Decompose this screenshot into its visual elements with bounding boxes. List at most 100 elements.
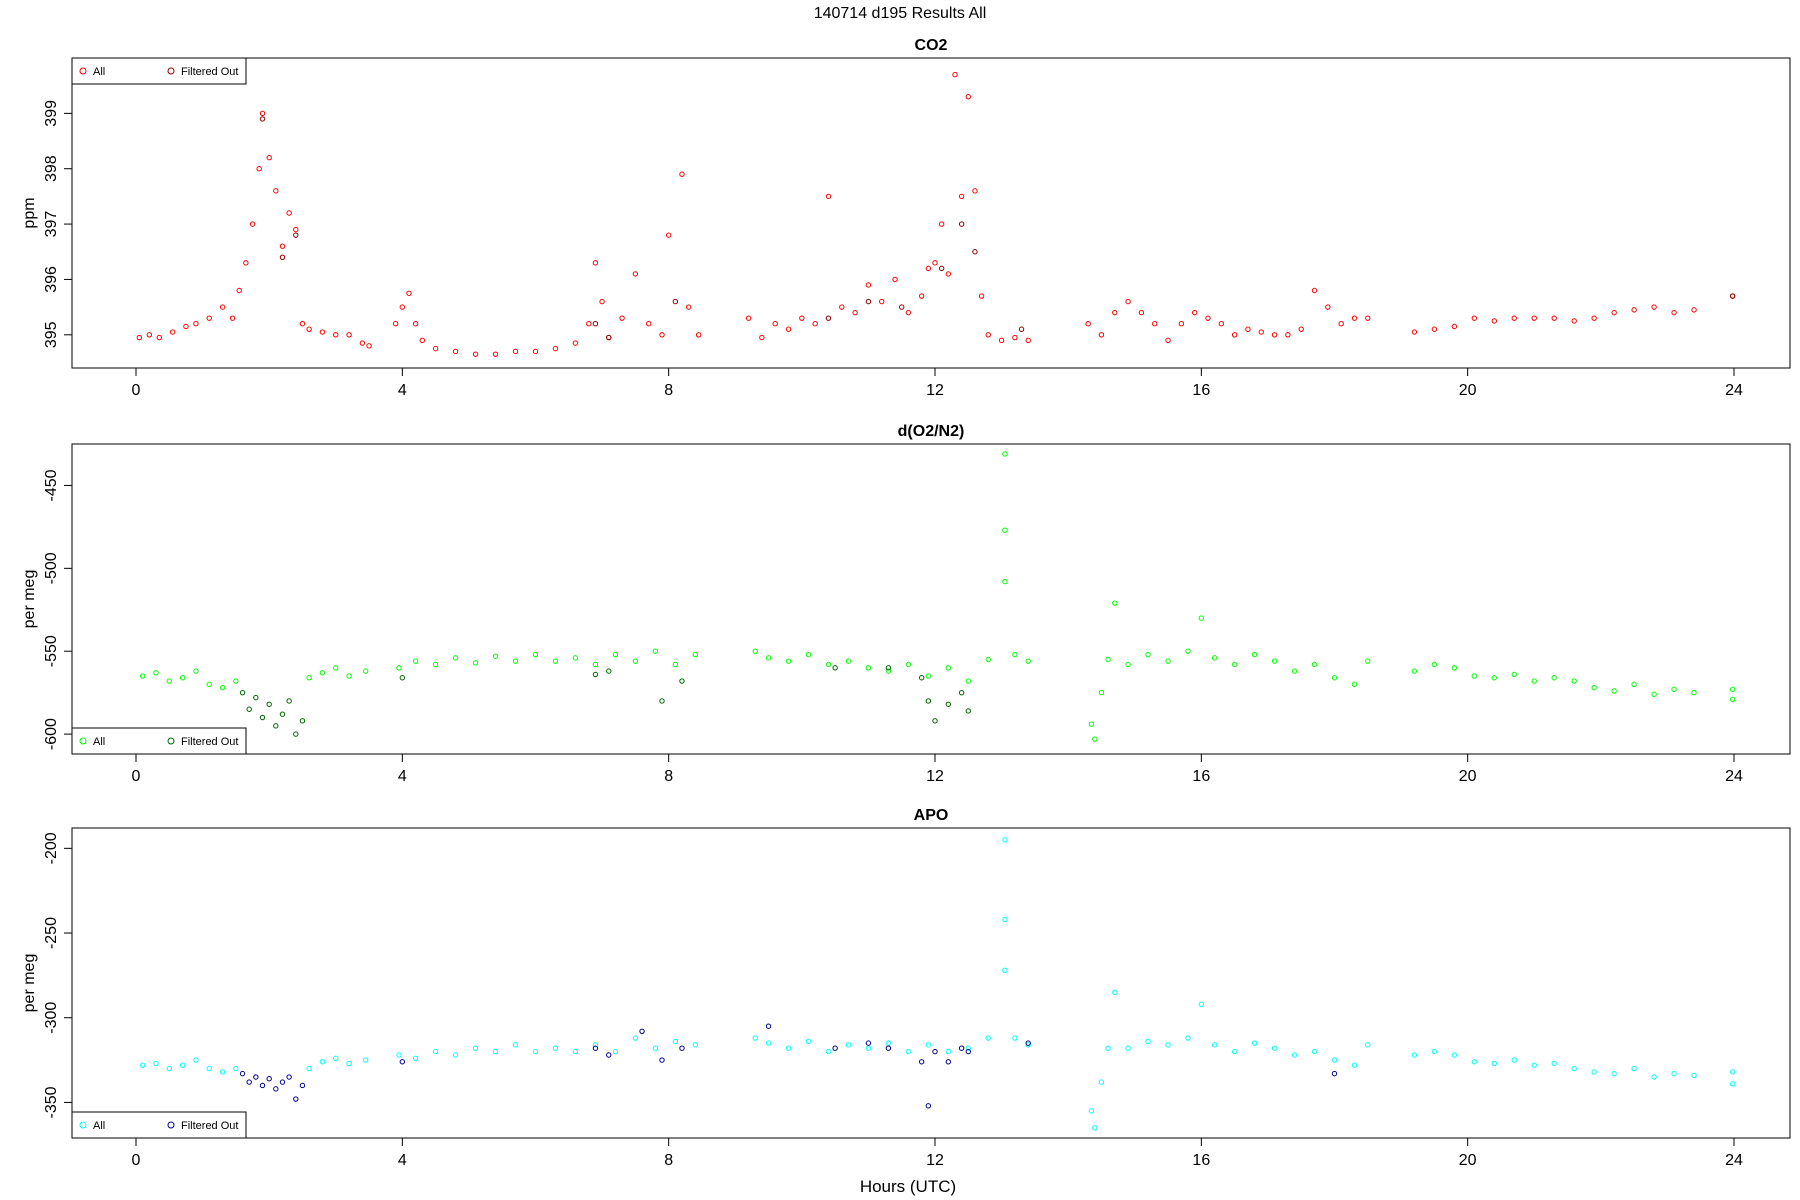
data-point bbox=[945, 665, 952, 671]
data-point bbox=[1729, 1081, 1736, 1087]
data-point bbox=[273, 1086, 279, 1092]
data-point bbox=[399, 675, 406, 681]
data-point bbox=[1331, 675, 1338, 681]
data-point bbox=[1198, 1001, 1205, 1007]
data-point bbox=[1431, 326, 1438, 332]
data-point bbox=[1211, 655, 1218, 661]
y-tick-label: -200 bbox=[43, 832, 60, 864]
data-point bbox=[206, 315, 212, 321]
data-point bbox=[532, 1048, 539, 1055]
data-point bbox=[259, 110, 266, 117]
data-point bbox=[452, 1052, 459, 1058]
data-point bbox=[1145, 651, 1151, 658]
data-point bbox=[899, 304, 905, 310]
data-point bbox=[1729, 686, 1736, 693]
legend-box bbox=[71, 1111, 247, 1139]
x-tick-label: 0 bbox=[132, 1152, 141, 1169]
data-point bbox=[472, 351, 479, 357]
data-point bbox=[938, 221, 945, 227]
data-point bbox=[359, 340, 366, 346]
data-point bbox=[1471, 315, 1478, 321]
data-point bbox=[399, 304, 406, 310]
data-point bbox=[925, 673, 932, 679]
x-tick-label: 12 bbox=[926, 1152, 944, 1169]
data-point bbox=[752, 648, 758, 654]
data-point bbox=[319, 670, 326, 676]
data-point bbox=[1671, 309, 1677, 316]
data-point bbox=[1002, 837, 1008, 843]
data-point bbox=[246, 1079, 252, 1085]
data-point bbox=[1551, 675, 1557, 681]
data-point bbox=[273, 188, 279, 194]
y-tick-label: -450 bbox=[43, 469, 60, 501]
data-point bbox=[1511, 315, 1517, 321]
data-point bbox=[1431, 661, 1438, 668]
data-point bbox=[253, 694, 259, 701]
data-point bbox=[239, 1070, 246, 1077]
data-point bbox=[852, 309, 858, 316]
data-point bbox=[532, 651, 539, 658]
data-point bbox=[945, 1059, 952, 1065]
data-point bbox=[1611, 688, 1617, 694]
data-point bbox=[1471, 1059, 1478, 1065]
data-point bbox=[1112, 309, 1118, 316]
data-point bbox=[1258, 329, 1264, 335]
data-point bbox=[1085, 321, 1091, 327]
data-point bbox=[363, 668, 369, 674]
data-point bbox=[1191, 309, 1198, 316]
data-point bbox=[233, 1065, 239, 1072]
data-point bbox=[665, 232, 672, 238]
data-point bbox=[1691, 689, 1697, 696]
data-point bbox=[765, 655, 772, 661]
data-point bbox=[179, 1062, 186, 1068]
data-point bbox=[1531, 678, 1537, 684]
data-point bbox=[1651, 691, 1657, 698]
data-point bbox=[363, 1057, 369, 1063]
data-point bbox=[639, 1028, 645, 1034]
x-tick-label: 12 bbox=[926, 768, 944, 785]
data-point bbox=[1531, 315, 1537, 321]
legend-marker bbox=[167, 67, 175, 75]
data-point bbox=[1211, 1042, 1218, 1048]
data-point bbox=[293, 731, 299, 737]
data-point bbox=[1025, 337, 1031, 344]
data-point bbox=[1591, 1069, 1597, 1075]
data-point bbox=[253, 1074, 259, 1080]
data-point bbox=[978, 293, 985, 299]
data-point bbox=[1002, 451, 1008, 457]
data-point bbox=[952, 71, 958, 78]
legend-marker bbox=[79, 67, 87, 75]
data-point bbox=[219, 304, 226, 310]
data-point bbox=[1098, 1079, 1105, 1085]
data-point bbox=[512, 348, 519, 355]
data-point bbox=[1729, 1069, 1736, 1075]
data-point bbox=[1451, 665, 1458, 671]
data-point bbox=[685, 304, 692, 310]
data-point bbox=[1025, 1040, 1031, 1046]
legend-label: All bbox=[93, 66, 105, 78]
data-point bbox=[1145, 1038, 1151, 1045]
data-point bbox=[619, 315, 625, 321]
data-point bbox=[266, 701, 272, 707]
data-point bbox=[592, 1045, 599, 1051]
y-tick-label: 399 bbox=[43, 100, 60, 127]
data-point bbox=[1451, 1052, 1458, 1058]
data-point bbox=[1198, 615, 1205, 621]
data-point bbox=[845, 658, 852, 664]
data-point bbox=[279, 243, 286, 249]
data-point bbox=[945, 701, 952, 707]
data-point bbox=[695, 332, 702, 338]
data-point bbox=[938, 265, 945, 272]
y-axis-label: per meg bbox=[21, 954, 38, 1013]
data-point bbox=[396, 1052, 402, 1058]
data-point bbox=[785, 1045, 792, 1051]
data-point bbox=[885, 1045, 892, 1051]
data-point bbox=[799, 315, 805, 321]
data-point bbox=[572, 655, 579, 661]
data-point bbox=[392, 321, 399, 327]
data-point bbox=[1325, 304, 1331, 310]
y-tick-label: 397 bbox=[43, 211, 60, 238]
data-point bbox=[259, 714, 266, 721]
data-point bbox=[1002, 527, 1008, 533]
data-point bbox=[652, 648, 659, 654]
